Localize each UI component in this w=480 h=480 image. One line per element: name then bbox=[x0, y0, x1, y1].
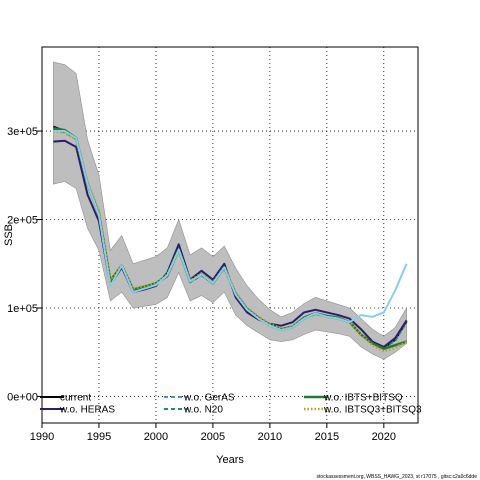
y-axis-title: SSB bbox=[3, 224, 15, 246]
x-tick-label: 2005 bbox=[201, 431, 225, 443]
legend-label-w-o-ibtsq3-bitsq3: w.o. IBTSQ3+BITSQ3 bbox=[323, 405, 422, 416]
legend-label-current: current bbox=[60, 393, 91, 404]
y-tick-label: 1e+05 bbox=[7, 303, 38, 315]
legend-label-w-o-heras: w.o. HERAS bbox=[59, 405, 115, 416]
x-tick-label: 2010 bbox=[258, 431, 282, 443]
plot-frame bbox=[41, 46, 419, 424]
series-line-extra bbox=[53, 130, 408, 332]
x-axis-title: Years bbox=[216, 454, 244, 466]
x-tick-label: 2015 bbox=[315, 431, 339, 443]
axes: 1990 1995 2000 2005 2010 2015 2020 0e+00 1e+05 2e… bbox=[7, 126, 396, 443]
legend-label-w-o-ibts-bitsq: w.o. IBTS+BITSQ bbox=[323, 393, 403, 404]
x-tick-label: 1995 bbox=[87, 431, 111, 443]
y-tick-label: 0e+00 bbox=[7, 391, 38, 403]
x-tick-label: 2020 bbox=[372, 431, 396, 443]
series-layer bbox=[53, 125, 408, 353]
confidence-band-layer bbox=[53, 61, 407, 360]
legend-label-w-o-n20: w.o. N20 bbox=[183, 405, 223, 416]
series-line-w-o-ibtsq3-bitsq3 bbox=[53, 129, 408, 353]
y-tick-label: 3e+05 bbox=[7, 126, 38, 138]
y-tick-label: 2e+05 bbox=[7, 215, 38, 227]
legend-label-w-o-geras: w.o. GerAS bbox=[183, 393, 235, 404]
footer-text: stockassessment.org, WBSS_HAWG_2023, st … bbox=[317, 474, 478, 480]
confidence-band bbox=[53, 61, 407, 360]
x-tick-label: 2000 bbox=[144, 431, 168, 443]
x-tick-label: 1990 bbox=[30, 431, 54, 443]
